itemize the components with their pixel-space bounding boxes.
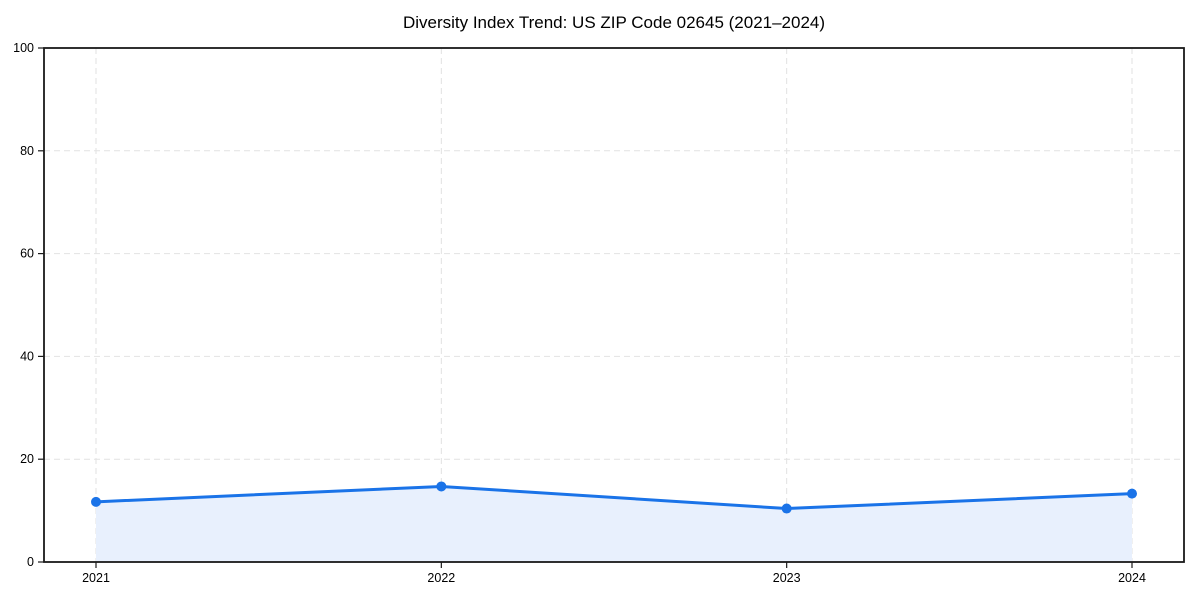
x-tick-label: 2022 (427, 571, 455, 585)
x-tick-label: 2021 (82, 571, 110, 585)
x-tick-label: 2024 (1118, 571, 1146, 585)
plot-border (43, 47, 1185, 563)
x-tick-label: 2023 (773, 571, 801, 585)
chart-title: Diversity Index Trend: US ZIP Code 02645… (402, 13, 826, 32)
trend-line (94, 484, 1134, 511)
y-tick-label: 20 (20, 452, 34, 466)
y-tick-label: 80 (20, 144, 34, 158)
y-tick-label: 40 (20, 349, 34, 363)
data-point-2024 (1127, 488, 1137, 499)
data-point-2022 (436, 481, 447, 492)
data-point-2023 (781, 503, 792, 514)
y-tick-label: 100 (13, 41, 34, 55)
y-tick-label: 60 (20, 247, 34, 261)
data-point-2021 (91, 496, 101, 507)
y-tick-label: 0 (27, 555, 34, 569)
